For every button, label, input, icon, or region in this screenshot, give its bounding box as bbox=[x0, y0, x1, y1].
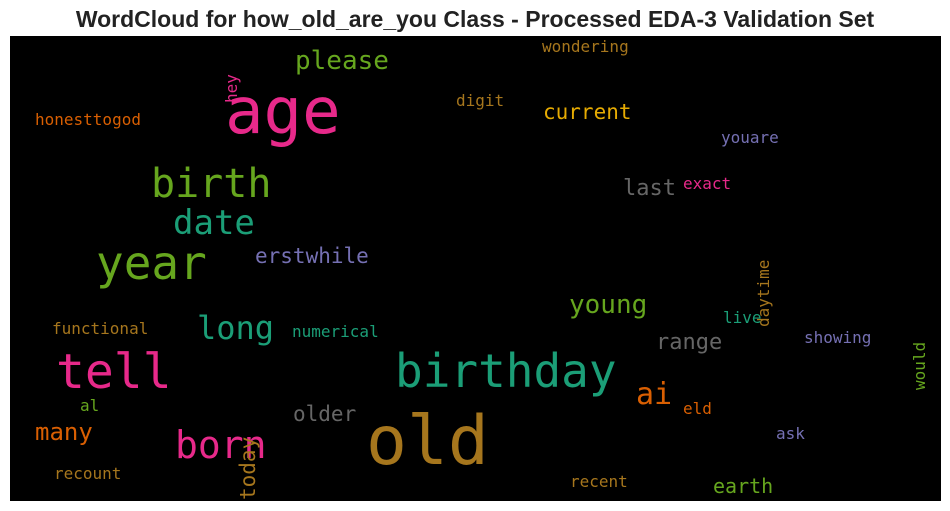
cloud-word-birth: birth bbox=[151, 161, 272, 207]
cloud-word-long: long bbox=[197, 309, 275, 347]
cloud-word-ai: ai bbox=[636, 377, 673, 412]
figure-title: WordCloud for how_old_are_you Class - Pr… bbox=[75, 6, 875, 32]
cloud-word-older: older bbox=[293, 402, 357, 426]
cloud-word-many: many bbox=[35, 418, 93, 446]
cloud-word-born: born bbox=[175, 423, 267, 467]
cloud-word-recent: recent bbox=[570, 472, 628, 491]
cloud-word-honesttogod: honesttogod bbox=[35, 110, 141, 129]
cloud-word-ask: ask bbox=[776, 424, 805, 443]
cloud-word-wondering: wondering bbox=[542, 37, 629, 56]
cloud-word-would: would bbox=[910, 341, 929, 390]
cloud-word-young: young bbox=[569, 290, 648, 320]
cloud-word-eld: eld bbox=[683, 399, 712, 418]
cloud-word-youare: youare bbox=[721, 128, 779, 147]
wordcloud-canvas: age old birthday year tell birth born da… bbox=[10, 36, 941, 501]
cloud-word-exact: exact bbox=[683, 174, 732, 193]
cloud-word-digit: digit bbox=[456, 91, 505, 110]
cloud-word-tell: tell bbox=[56, 344, 172, 400]
cloud-word-numerical: numerical bbox=[292, 322, 379, 341]
cloud-word-recount: recount bbox=[54, 464, 122, 483]
cloud-word-birthday: birthday bbox=[395, 344, 617, 398]
cloud-word-earth: earth bbox=[713, 474, 774, 498]
cloud-word-year: year bbox=[96, 236, 207, 290]
cloud-word-last: last bbox=[623, 176, 676, 201]
cloud-word-live: live bbox=[723, 308, 762, 327]
cloud-word-range: range bbox=[656, 330, 723, 355]
cloud-word-current: current bbox=[543, 100, 632, 124]
cloud-word-functional: functional bbox=[52, 319, 149, 338]
cloud-word-old: old bbox=[366, 402, 489, 481]
cloud-word-age: age bbox=[225, 75, 341, 149]
cloud-word-showing: showing bbox=[804, 328, 872, 347]
cloud-word-al: al bbox=[80, 396, 100, 415]
cloud-word-hey: hey bbox=[222, 74, 241, 103]
cloud-word-today: today bbox=[236, 436, 260, 500]
cloud-word-date: date bbox=[173, 203, 255, 243]
cloud-word-please: please bbox=[295, 46, 389, 76]
cloud-word-erstwhile: erstwhile bbox=[255, 244, 369, 268]
